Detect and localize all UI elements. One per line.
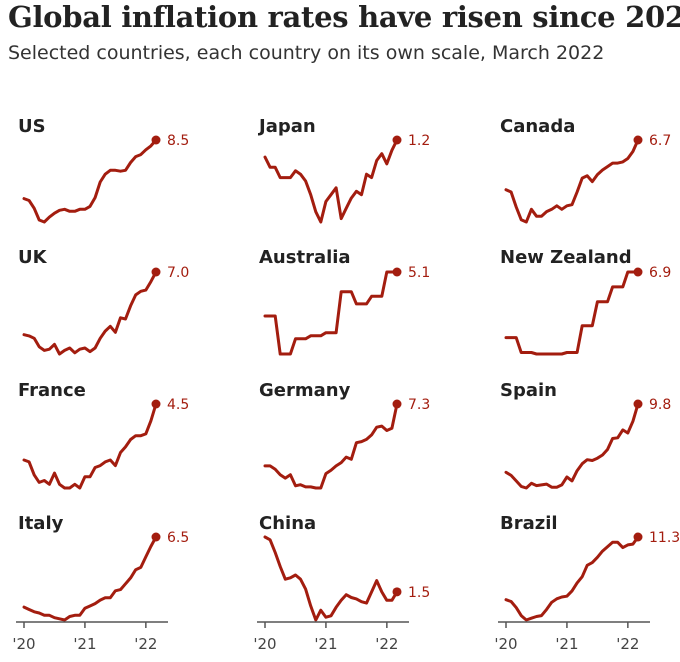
end-value-label-canada: 6.7	[649, 133, 671, 149]
end-value-label-germany: 7.3	[408, 397, 430, 413]
series-line-japan	[263, 138, 399, 224]
series-line-italy	[22, 535, 158, 622]
x-tick-label: '22	[134, 635, 157, 653]
series-line-spain	[504, 402, 640, 490]
chart-subtitle: Selected countries, each country on its …	[8, 42, 605, 64]
series-line-us	[22, 138, 158, 224]
series-line-australia	[263, 270, 399, 356]
end-point-canada	[633, 135, 643, 145]
panel-title-italy: Italy	[18, 513, 64, 534]
end-value-label-france: 4.5	[167, 397, 189, 413]
panel-title-australia: Australia	[259, 247, 351, 268]
end-point-australia	[392, 267, 402, 277]
end-value-label-brazil: 11.3	[649, 530, 680, 546]
end-point-china	[392, 587, 402, 597]
end-point-uk	[151, 267, 161, 277]
end-value-label-australia: 5.1	[408, 265, 430, 281]
x-tick-label: '21	[555, 635, 578, 653]
panel-title-spain: Spain	[500, 380, 557, 401]
x-tick-label: '21	[73, 635, 96, 653]
series-line-france	[22, 402, 158, 490]
chart-title: Global inflation rates have risen since …	[8, 0, 680, 34]
end-value-label-spain: 9.8	[649, 397, 671, 413]
x-tick-label: '22	[375, 635, 398, 653]
panel-title-germany: Germany	[259, 380, 351, 401]
series-line-china	[263, 535, 399, 622]
end-point-brazil	[633, 532, 643, 542]
end-point-new-zealand	[633, 267, 643, 277]
end-value-label-us: 8.5	[167, 133, 189, 149]
end-value-label-uk: 7.0	[167, 265, 189, 281]
end-point-japan	[392, 135, 402, 145]
end-point-france	[151, 399, 161, 409]
series-line-brazil	[504, 535, 640, 622]
end-point-spain	[633, 399, 643, 409]
series-line-canada	[504, 138, 640, 224]
panel-title-japan: Japan	[257, 116, 316, 137]
x-tick-label: '21	[314, 635, 337, 653]
panel-title-new-zealand: New Zealand	[500, 247, 632, 268]
end-point-italy	[151, 532, 161, 542]
panel-title-france: France	[18, 380, 86, 401]
panel-title-canada: Canada	[500, 116, 575, 137]
end-value-label-china: 1.5	[408, 585, 430, 601]
x-tick-label: '20	[12, 635, 35, 653]
end-value-label-new-zealand: 6.9	[649, 265, 671, 281]
end-value-label-japan: 1.2	[408, 133, 430, 149]
end-point-us	[151, 135, 161, 145]
x-tick-label: '20	[494, 635, 517, 653]
x-tick-label: '20	[253, 635, 276, 653]
x-tick-label: '22	[616, 635, 639, 653]
panel-title-brazil: Brazil	[500, 513, 558, 534]
panel-title-uk: UK	[18, 247, 48, 268]
series-line-germany	[263, 402, 399, 490]
series-line-uk	[22, 270, 158, 356]
end-value-label-italy: 6.5	[167, 530, 189, 546]
series-line-new-zealand	[504, 270, 640, 356]
end-point-germany	[392, 399, 402, 409]
panel-title-china: China	[259, 513, 316, 534]
panel-title-us: US	[18, 116, 46, 137]
